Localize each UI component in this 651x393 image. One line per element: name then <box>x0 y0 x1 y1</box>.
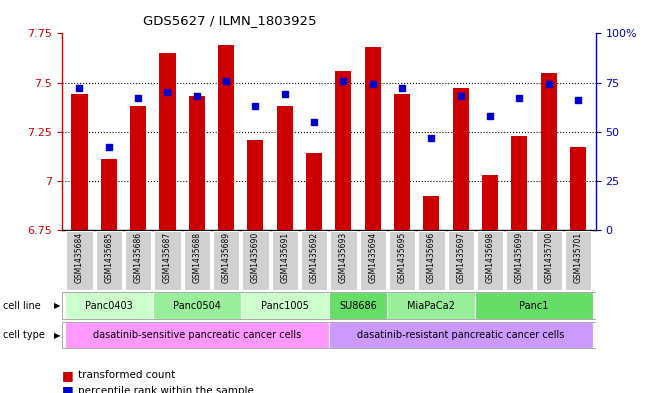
Text: GSM1435698: GSM1435698 <box>486 232 495 283</box>
Text: GSM1435684: GSM1435684 <box>75 232 84 283</box>
Bar <box>153 292 241 319</box>
Bar <box>541 73 557 230</box>
Bar <box>359 231 386 290</box>
Bar <box>418 231 445 290</box>
Text: ▶: ▶ <box>54 331 61 340</box>
Bar <box>482 175 498 230</box>
Text: GSM1435693: GSM1435693 <box>339 232 348 283</box>
Bar <box>389 231 415 290</box>
Point <box>104 144 114 151</box>
Text: Panc1: Panc1 <box>519 301 549 310</box>
Bar <box>72 94 87 230</box>
Bar <box>247 140 264 230</box>
Point <box>162 89 173 95</box>
Bar <box>306 153 322 230</box>
Bar <box>277 106 293 230</box>
Point <box>397 85 408 92</box>
Bar <box>189 96 205 230</box>
Bar <box>452 88 469 230</box>
Bar <box>301 231 327 290</box>
Bar <box>570 147 586 230</box>
Bar <box>218 45 234 230</box>
Point <box>456 93 466 99</box>
Point <box>74 85 85 92</box>
Text: GSM1435688: GSM1435688 <box>192 232 201 283</box>
Text: Panc0504: Panc0504 <box>173 301 221 310</box>
Bar <box>475 292 592 319</box>
Text: percentile rank within the sample: percentile rank within the sample <box>78 386 254 393</box>
Bar <box>159 53 176 230</box>
Point <box>133 95 143 101</box>
Text: GSM1435686: GSM1435686 <box>133 232 143 283</box>
Text: GDS5627 / ILMN_1803925: GDS5627 / ILMN_1803925 <box>143 14 317 27</box>
Bar <box>184 231 210 290</box>
Text: SU8686: SU8686 <box>339 301 377 310</box>
Bar <box>65 322 329 348</box>
Text: MiaPaCa2: MiaPaCa2 <box>408 301 455 310</box>
Text: Panc0403: Panc0403 <box>85 301 133 310</box>
Point <box>426 134 437 141</box>
Text: GSM1435692: GSM1435692 <box>310 232 318 283</box>
Text: GSM1435687: GSM1435687 <box>163 232 172 283</box>
Text: ▶: ▶ <box>54 301 61 310</box>
Bar <box>65 292 153 319</box>
Text: GSM1435696: GSM1435696 <box>427 232 436 283</box>
Bar <box>329 322 592 348</box>
Text: GSM1435689: GSM1435689 <box>221 232 230 283</box>
Text: ■: ■ <box>62 369 74 382</box>
Bar <box>565 231 591 290</box>
Bar <box>271 231 298 290</box>
Bar <box>423 196 439 230</box>
Bar <box>241 292 329 319</box>
Bar <box>387 292 475 319</box>
Bar <box>447 231 474 290</box>
Text: GSM1435690: GSM1435690 <box>251 232 260 283</box>
Point <box>279 91 290 97</box>
Text: GSM1435694: GSM1435694 <box>368 232 377 283</box>
Bar <box>511 136 527 230</box>
Text: dasatinib-sensitive pancreatic cancer cells: dasatinib-sensitive pancreatic cancer ce… <box>92 330 301 340</box>
Text: GSM1435700: GSM1435700 <box>544 232 553 283</box>
Text: cell type: cell type <box>3 330 45 340</box>
Text: Panc1005: Panc1005 <box>261 301 309 310</box>
Bar <box>66 231 92 290</box>
Bar <box>96 231 122 290</box>
Text: dasatinib-resistant pancreatic cancer cells: dasatinib-resistant pancreatic cancer ce… <box>357 330 564 340</box>
Point <box>250 103 260 109</box>
Text: ■: ■ <box>62 384 74 393</box>
Point <box>544 81 554 88</box>
Bar <box>329 292 387 319</box>
Bar <box>242 231 269 290</box>
Bar <box>365 47 381 230</box>
Point <box>573 97 583 103</box>
Point <box>191 93 202 99</box>
Point <box>514 95 525 101</box>
Text: cell line: cell line <box>3 301 41 310</box>
Text: GSM1435701: GSM1435701 <box>574 232 583 283</box>
Point <box>339 77 349 84</box>
Bar <box>213 231 240 290</box>
Point <box>368 81 378 88</box>
Text: GSM1435695: GSM1435695 <box>398 232 407 283</box>
Bar <box>506 231 533 290</box>
Bar <box>130 106 146 230</box>
Bar <box>154 231 180 290</box>
Point <box>485 113 495 119</box>
Point <box>221 77 231 84</box>
Text: GSM1435699: GSM1435699 <box>515 232 524 283</box>
Bar <box>394 94 410 230</box>
Text: GSM1435691: GSM1435691 <box>281 232 289 283</box>
Bar <box>125 231 151 290</box>
Bar <box>330 231 357 290</box>
Bar <box>335 71 352 230</box>
Text: transformed count: transformed count <box>78 370 175 380</box>
Text: GSM1435697: GSM1435697 <box>456 232 465 283</box>
Bar <box>101 159 117 230</box>
Bar <box>536 231 562 290</box>
Text: GSM1435685: GSM1435685 <box>104 232 113 283</box>
Bar <box>477 231 503 290</box>
Point <box>309 119 319 125</box>
